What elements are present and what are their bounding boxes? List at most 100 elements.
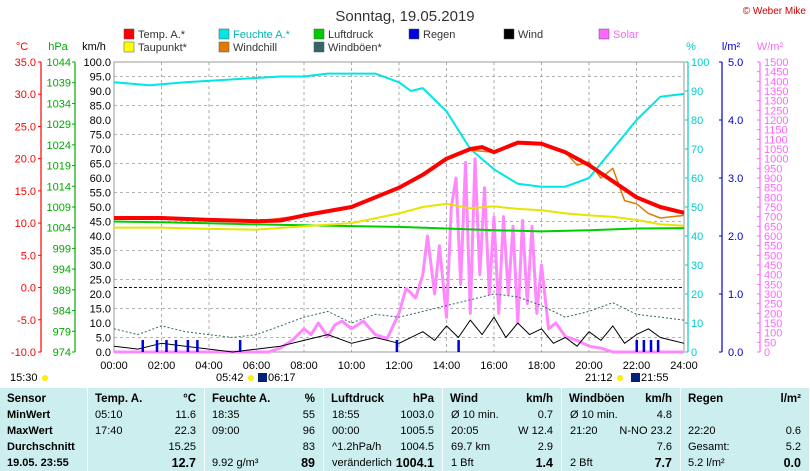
column-unit: km/h [645, 393, 672, 405]
solar-tick-label: 850 [764, 183, 782, 195]
cell-value: 2.9 [537, 441, 553, 453]
legend-swatch [123, 28, 135, 40]
moonrise-time: 06:17 [268, 372, 296, 384]
wind-tick-label: 60.0 [90, 173, 111, 185]
sunset-sun-icon [617, 375, 623, 381]
axis-unit-labels: °C hPa km/h % l/m² W/m² [16, 41, 784, 53]
rain-tick-label: 1.0 [728, 289, 743, 301]
solar-tick-label: 300 [764, 289, 782, 301]
series-line [113, 316, 685, 353]
wind-tick-label: 15.0 [90, 304, 111, 316]
temp-tick-label: 0.0 [21, 283, 36, 295]
wind-tick-label: 35.0 [90, 246, 111, 258]
solar-tick-label: 1100 [764, 134, 788, 146]
column-header: Regen [688, 393, 724, 405]
rain-bar [141, 340, 144, 352]
dawn-time: 15:30 [10, 372, 38, 384]
solar-tick-label: 650 [764, 221, 782, 233]
cell-label: 2 Bft [570, 457, 593, 469]
cell-label: Ø 10 min. [451, 409, 499, 421]
wind-tick-label: 50.0 [90, 202, 111, 214]
solar-tick-label: 950 [764, 163, 782, 175]
moonrise-moon-icon [258, 373, 267, 382]
cell-value: 89 [301, 456, 315, 470]
table-column: Regen l/m² 22:20 0.6 Gesamt: 5.2 5.2 l/m² 0.0 [681, 388, 810, 471]
rain-bar [656, 340, 660, 352]
solar-tick-label: 700 [764, 212, 782, 224]
solar-tick-label: 1000 [764, 154, 788, 166]
rain-bar [238, 340, 242, 352]
temp-tick-label: 25.0 [15, 121, 36, 133]
hum-tick-label: 80 [691, 115, 703, 127]
wind-tick-label: 5.0 [96, 333, 111, 345]
table-column: Windböen km/h Ø 10 min. 4.8 21:20 N-NO 23.2 7.… [562, 388, 681, 471]
cell-label: 1 Bft [451, 457, 474, 469]
wind-tick-label: 40.0 [90, 231, 111, 243]
cell-value: 1004.1 [395, 456, 434, 470]
rain-tick-label: 3.0 [728, 173, 743, 185]
cell-value: 12.7 [171, 456, 196, 470]
solar-tick-label: 400 [764, 270, 782, 282]
temp-tick-label: 35.0 [15, 57, 36, 69]
press-tick-label: 1009 [47, 202, 71, 214]
solar-tick-label: 600 [764, 231, 782, 243]
moonset-moon-icon [631, 373, 640, 382]
cell-value: 1.4 [535, 456, 553, 470]
series-line [114, 157, 684, 354]
rain-bar [155, 340, 159, 352]
wind-tick-label: 65.0 [90, 159, 111, 171]
x-tick-label: 04:00 [195, 360, 223, 372]
cell-value: 0.7 [537, 409, 553, 421]
x-tick-label: 18:00 [528, 360, 556, 372]
x-tick-label: 08:00 [290, 360, 318, 372]
x-tick-label: 24:00 [670, 360, 698, 372]
column-unit: l/m² [780, 393, 801, 405]
hum-tick-label: 90 [691, 86, 703, 98]
rain-bar [635, 340, 638, 352]
solar-tick-label: 1150 [764, 125, 788, 137]
solar-tick-label: 550 [764, 241, 782, 253]
unit-press: hPa [48, 41, 68, 53]
hum-tick-label: 20 [691, 289, 703, 301]
legend-label: Regen [423, 29, 455, 41]
wind-tick-label: 10.0 [90, 318, 111, 330]
cell-value: 11.6 [175, 409, 196, 421]
rain-tick-label: 2.0 [728, 231, 743, 243]
solar-tick-label: 1300 [764, 96, 788, 108]
solar-tick-label: 750 [764, 202, 782, 214]
cell-value: W 12.4 [518, 425, 553, 437]
x-tick-label: 06:00 [243, 360, 271, 372]
cell-value: 15.25 [168, 441, 196, 453]
press-tick-label: 1029 [47, 119, 71, 131]
solar-tick-label: 200 [764, 308, 782, 320]
legend-swatch [598, 28, 610, 40]
table-column: Luftdruck hPa 18:55 1003.0 00:00 1005.5 ^1.2hP… [324, 388, 443, 471]
solar-tick-label: 450 [764, 260, 782, 272]
hum-tick-label: 30 [691, 260, 703, 272]
series-line [114, 140, 685, 224]
cell-label: 69.7 km [451, 441, 491, 453]
x-tick-label: 10:00 [338, 360, 366, 372]
series-line [114, 202, 685, 231]
sun-row: 15:30 05:42 06:17 21:12 21:55 [10, 372, 669, 384]
cell-value: 1005.5 [400, 425, 434, 437]
cell-value: 0.0 [783, 456, 801, 470]
press-tick-label: 979 [53, 326, 71, 338]
wind-tick-label: 45.0 [90, 217, 111, 229]
legend-swatch [218, 41, 230, 53]
column-header: Luftdruck [331, 393, 385, 405]
cell-value: N-NO 23.2 [619, 425, 672, 437]
rain-tick-label: 5.0 [728, 57, 743, 69]
solar-tick-label: 150 [764, 318, 782, 330]
press-tick-label: 994 [53, 264, 71, 276]
temp-tick-label: 30.0 [15, 89, 36, 101]
wind-tick-label: 90.0 [90, 86, 111, 98]
x-tick-label: 20:00 [575, 360, 603, 372]
wind-tick-label: 85.0 [90, 101, 111, 113]
hum-tick-label: 10 [691, 318, 703, 330]
column-header: Windböen [569, 393, 625, 405]
series-line [113, 220, 685, 233]
cell-value: 5.2 [785, 441, 801, 453]
press-tick-label: 1039 [47, 78, 71, 90]
wind-tick-label: 25.0 [90, 275, 111, 287]
